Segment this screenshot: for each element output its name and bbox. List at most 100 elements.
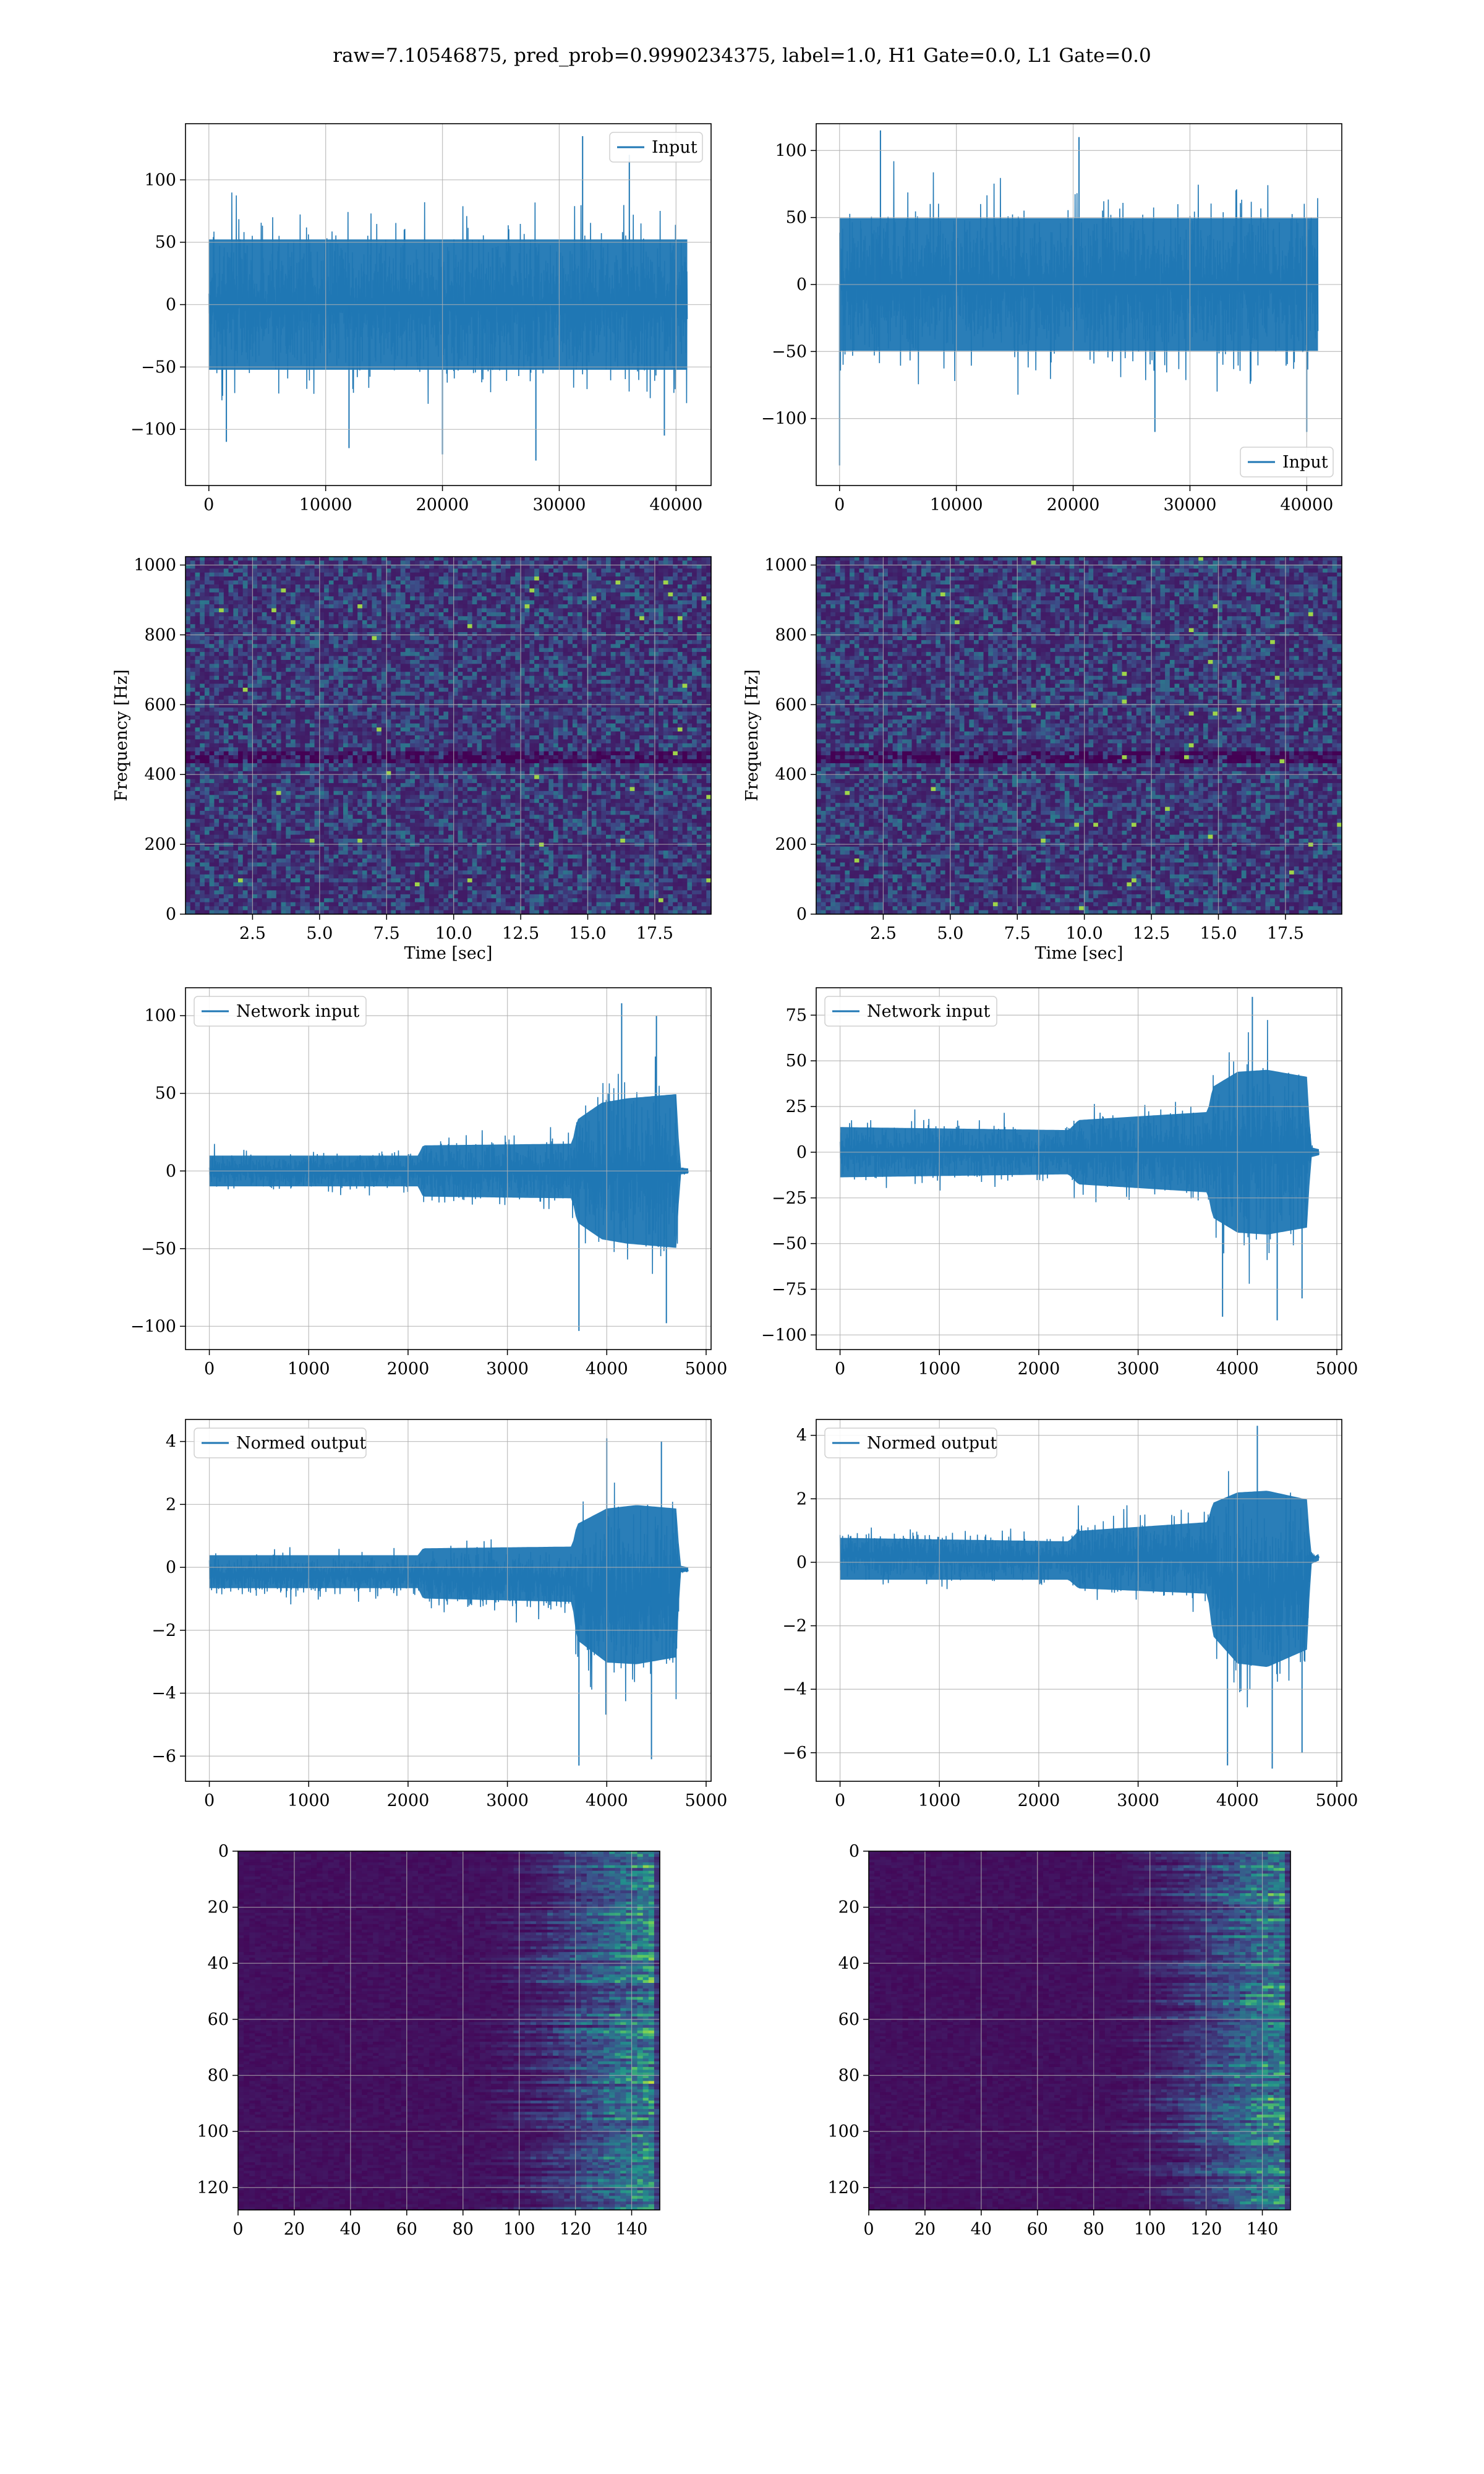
heatmap-cell — [296, 593, 301, 597]
heatmap-cell — [210, 724, 215, 728]
heatmap-cell — [678, 560, 683, 565]
heatmap-cell — [276, 576, 281, 581]
heatmap-cell — [544, 584, 549, 589]
heatmap-cell — [477, 576, 482, 581]
heatmap-cell — [248, 596, 253, 601]
heatmap-cell — [492, 724, 497, 728]
heatmap-cell — [205, 609, 210, 613]
heatmap-cell — [296, 560, 301, 565]
heatmap-cell — [525, 601, 530, 605]
heatmap-cell — [477, 708, 482, 712]
heatmap-cell — [357, 593, 362, 597]
heatmap-cell — [281, 593, 286, 597]
heatmap-cell — [343, 596, 348, 601]
heatmap-cell — [558, 557, 563, 561]
heatmap-cell — [534, 688, 539, 692]
heatmap-cell — [492, 700, 497, 704]
heatmap-cell — [597, 588, 602, 593]
heatmap-cell — [544, 688, 549, 692]
heatmap-cell — [248, 616, 253, 620]
heatmap-cell — [663, 688, 668, 692]
heatmap-cell — [467, 672, 472, 676]
heatmap-cell — [252, 624, 257, 628]
heatmap-cell — [525, 724, 530, 728]
heatmap-cell — [372, 732, 377, 736]
heatmap-cell — [301, 616, 305, 620]
heatmap-cell — [601, 700, 606, 704]
heatmap-cell — [448, 568, 453, 573]
heatmap-cell — [324, 700, 329, 704]
heatmap-cell — [391, 584, 396, 589]
heatmap-cell — [644, 716, 649, 720]
heatmap-cell — [534, 664, 539, 668]
heatmap-cell — [276, 604, 281, 609]
heatmap-cell — [214, 668, 219, 672]
heatmap-cell — [501, 676, 506, 680]
heatmap-cell — [529, 724, 534, 728]
heatmap-cell — [362, 708, 367, 712]
heatmap-cell — [687, 684, 692, 688]
heatmap-cell — [663, 712, 668, 716]
heatmap-cell — [616, 576, 621, 581]
heatmap-cell — [544, 656, 549, 661]
heatmap-cell — [329, 688, 334, 692]
heatmap-cell — [634, 708, 639, 712]
heatmap-cell — [578, 664, 582, 668]
heatmap-cell — [248, 724, 253, 728]
heatmap-cell — [362, 632, 367, 636]
heatmap-cell — [424, 712, 429, 716]
heatmap-cell — [482, 691, 487, 696]
heatmap-cell — [458, 640, 463, 644]
heatmap-cell — [367, 616, 372, 620]
heatmap-cell — [534, 640, 539, 644]
heatmap-cell — [291, 700, 296, 704]
heatmap-cell — [224, 664, 229, 668]
heatmap-cell — [271, 640, 276, 644]
heatmap-cell — [229, 660, 234, 664]
heatmap-cell — [210, 557, 215, 561]
heatmap-cell — [697, 640, 702, 644]
heatmap-cell — [697, 680, 702, 684]
heatmap-cell — [616, 609, 621, 613]
heatmap-cell — [544, 568, 549, 573]
heatmap-cell — [487, 688, 492, 692]
heatmap-cell — [406, 609, 411, 613]
heatmap-cell — [301, 584, 305, 589]
heatmap-cell — [210, 704, 215, 708]
heatmap-cell — [315, 704, 320, 708]
heatmap-cell — [396, 636, 401, 640]
heatmap-cell — [324, 557, 329, 561]
heatmap-cell — [448, 624, 453, 628]
heatmap-cell — [382, 640, 386, 644]
heatmap-cell — [271, 601, 276, 605]
heatmap-cell — [644, 680, 649, 684]
heatmap-cell — [472, 573, 477, 577]
heatmap-cell — [214, 719, 219, 724]
heatmap-cell — [659, 581, 663, 585]
heatmap-cell — [439, 604, 444, 609]
heatmap-cell — [563, 680, 568, 684]
heatmap-cell — [291, 652, 296, 656]
heatmap-cell — [477, 632, 482, 636]
heatmap-cell — [529, 688, 534, 692]
heatmap-cell — [334, 573, 339, 577]
heatmap-cell — [630, 656, 635, 661]
heatmap-cell — [362, 664, 367, 668]
heatmap-cell — [467, 573, 472, 577]
heatmap-cell — [477, 584, 482, 589]
heatmap-cell — [649, 716, 654, 720]
heatmap-cell — [692, 716, 697, 720]
heatmap-cell — [391, 696, 396, 700]
heatmap-cell — [257, 593, 262, 597]
heatmap-cell — [286, 732, 291, 736]
heatmap-cell — [315, 716, 320, 720]
heatmap-cell — [305, 672, 310, 676]
heatmap-cell — [597, 593, 602, 597]
heatmap-cell — [702, 616, 707, 620]
heatmap-cell — [463, 724, 467, 728]
heatmap-cell — [229, 588, 234, 593]
heatmap-cell — [338, 628, 343, 633]
heatmap-cell — [334, 557, 339, 561]
heatmap-cell — [630, 568, 635, 573]
heatmap-cell — [558, 573, 563, 577]
